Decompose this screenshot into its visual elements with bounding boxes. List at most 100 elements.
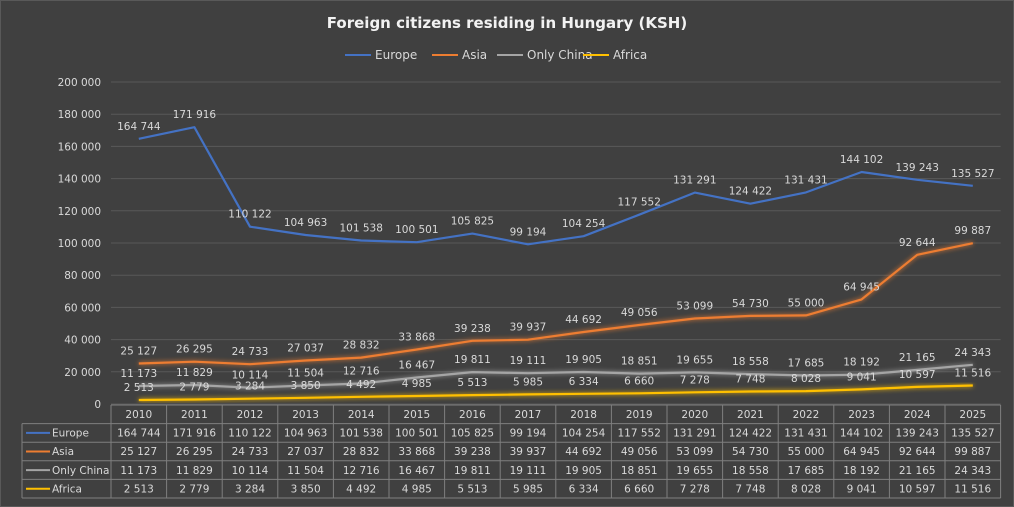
table-cell: 100 501 [395, 428, 438, 440]
data-label: 11 516 [954, 367, 991, 379]
y-tick-label: 100 000 [58, 238, 101, 250]
data-label: 3 284 [235, 381, 265, 393]
series-line-europe [138, 126, 973, 246]
x-category-label: 2015 [403, 409, 430, 421]
table-cell: 9 041 [847, 483, 877, 495]
data-label: 49 056 [621, 307, 658, 319]
table-cell: 2 779 [179, 483, 209, 495]
data-label: 28 832 [343, 340, 380, 352]
table-cell: 39 937 [510, 446, 547, 458]
data-label: 101 538 [339, 223, 382, 235]
data-label: 53 099 [676, 301, 713, 313]
data-label: 25 127 [120, 346, 157, 358]
data-label: 24 343 [954, 347, 991, 359]
data-label: 6 660 [624, 375, 654, 387]
table-cell: 17 685 [788, 465, 825, 477]
x-category-label: 2024 [904, 409, 931, 421]
data-label: 19 811 [454, 354, 491, 366]
x-category-label: 2022 [793, 409, 820, 421]
table-cell: 135 527 [951, 428, 994, 440]
data-label: 11 829 [176, 367, 213, 379]
x-category-label: 2025 [959, 409, 986, 421]
table-cell: 99 887 [954, 446, 991, 458]
table-cell: 12 716 [343, 465, 380, 477]
table-cell: 104 254 [562, 428, 606, 440]
table-cell: 54 730 [732, 446, 769, 458]
x-category-label: 2019 [626, 409, 653, 421]
table-cell: 19 655 [676, 465, 713, 477]
table-cell: 19 905 [565, 465, 602, 477]
y-tick-label: 160 000 [58, 141, 101, 153]
legend-label-0: Europe [375, 48, 417, 62]
table-cell: 25 127 [120, 446, 157, 458]
data-label: 4 985 [402, 378, 432, 390]
table-cell: 18 192 [843, 465, 880, 477]
x-category-label: 2016 [459, 409, 486, 421]
x-category-label: 2013 [292, 409, 319, 421]
table-row-header: Asia [52, 446, 74, 458]
y-tick-label: 180 000 [58, 109, 101, 121]
table-cell: 53 099 [676, 446, 713, 458]
data-label: 100 501 [395, 224, 438, 236]
table-cell: 144 102 [840, 428, 883, 440]
data-label: 19 905 [565, 354, 602, 366]
table-cell: 6 334 [569, 483, 599, 495]
data-label: 124 422 [729, 186, 772, 198]
y-tick-label: 40 000 [64, 335, 101, 347]
table-cell: 164 744 [117, 428, 161, 440]
table-cell: 117 552 [617, 428, 660, 440]
y-tick-label: 80 000 [64, 270, 101, 282]
y-tick-label: 20 000 [64, 367, 101, 379]
data-label: 117 552 [617, 197, 660, 209]
table-cell: 8 028 [791, 483, 821, 495]
data-label: 7 278 [680, 374, 710, 386]
data-label: 144 102 [840, 154, 883, 166]
data-label: 11 504 [287, 367, 324, 379]
table-cell: 11 829 [176, 465, 213, 477]
table-cell: 55 000 [788, 446, 825, 458]
table-cell: 2 513 [124, 483, 154, 495]
table-cell: 5 513 [457, 483, 487, 495]
legend-label-1: Asia [462, 48, 487, 62]
data-label: 55 000 [788, 297, 825, 309]
data-label: 27 037 [287, 342, 324, 354]
table-row-header: Africa [52, 483, 82, 495]
data-label: 64 945 [843, 281, 880, 293]
table-row-header: Europe [52, 428, 89, 440]
data-label: 2 513 [124, 382, 154, 394]
data-label: 19 111 [510, 355, 547, 367]
table-cell: 49 056 [621, 446, 658, 458]
table-cell: 64 945 [843, 446, 880, 458]
data-label: 26 295 [176, 344, 213, 356]
data-label: 10 114 [232, 370, 269, 382]
data-label: 5 985 [513, 376, 543, 388]
table-cell: 26 295 [176, 446, 213, 458]
table-cell: 5 985 [513, 483, 543, 495]
y-tick-label: 140 000 [58, 174, 101, 186]
data-label: 131 431 [784, 174, 827, 186]
x-category-label: 2020 [681, 409, 708, 421]
table-cell: 139 243 [895, 428, 938, 440]
table-cell: 124 422 [729, 428, 772, 440]
data-label: 7 748 [735, 374, 765, 386]
x-category-label: 2011 [181, 409, 208, 421]
table-cell: 19 111 [510, 465, 547, 477]
x-category-label: 2017 [515, 409, 542, 421]
data-label: 164 744 [117, 121, 161, 133]
table-cell: 16 467 [398, 465, 435, 477]
data-label: 10 597 [899, 369, 936, 381]
data-label: 11 173 [120, 368, 157, 380]
data-label: 16 467 [398, 359, 435, 371]
data-label: 5 513 [457, 377, 487, 389]
table-cell: 11 516 [954, 483, 991, 495]
table-cell: 24 343 [954, 465, 991, 477]
x-category-label: 2018 [570, 409, 597, 421]
data-label: 33 868 [398, 331, 435, 343]
y-tick-label: 120 000 [58, 206, 101, 218]
data-label: 18 851 [621, 356, 658, 368]
table-cell: 3 284 [235, 483, 265, 495]
table-cell: 24 733 [232, 446, 269, 458]
table-cell: 7 748 [735, 483, 765, 495]
data-label: 139 243 [895, 162, 938, 174]
